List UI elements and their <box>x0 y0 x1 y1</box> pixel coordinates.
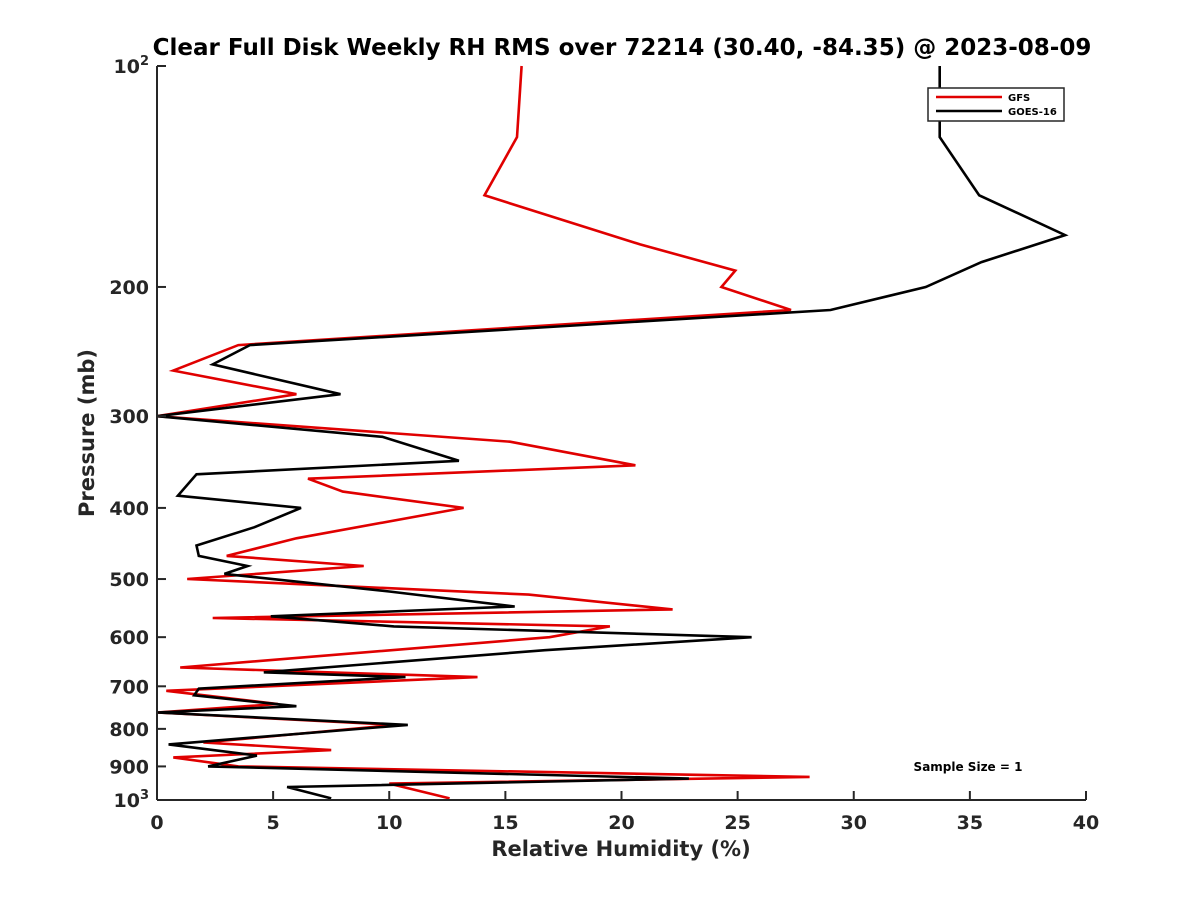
legend-label-goes16: GOES-16 <box>1008 107 1057 118</box>
y-tick-label: 200 <box>109 277 149 299</box>
series-lines <box>156 65 1069 800</box>
series-line-goes16 <box>156 66 1069 800</box>
series-line-gfs <box>156 65 810 800</box>
legend-label-gfs: GFS <box>1008 93 1030 104</box>
y-tick-label: 300 <box>109 406 149 428</box>
x-tick-label: 25 <box>724 812 750 834</box>
x-axis-label: Relative Humidity (%) <box>491 837 750 861</box>
y-tick-label: 500 <box>109 569 149 591</box>
x-tick-label: 30 <box>841 812 867 834</box>
y-tick-label: 600 <box>109 627 149 649</box>
x-tick-label: 35 <box>957 812 983 834</box>
y-axis-ticks: 102 200 300 400 500 600 700 800 900 103 <box>109 54 166 812</box>
x-tick-label: 0 <box>150 812 163 834</box>
y-tick-label: 700 <box>109 676 149 698</box>
legend-box <box>927 87 1065 122</box>
legend: GFS GOES-16 <box>927 87 1065 122</box>
y-tick-label: 103 <box>114 788 150 812</box>
x-tick-label: 15 <box>492 812 518 834</box>
y-tick-label: 800 <box>109 719 149 741</box>
x-axis-ticks: 0 5 10 15 20 25 30 35 40 <box>150 791 1099 834</box>
y-axis-label: Pressure (mb) <box>75 349 99 517</box>
x-tick-label: 5 <box>267 812 280 834</box>
chart-title: Clear Full Disk Weekly RH RMS over 72214… <box>153 35 1092 61</box>
y-tick-label: 102 <box>114 54 150 78</box>
x-tick-label: 20 <box>608 812 634 834</box>
sample-size-annotation: Sample Size = 1 <box>914 760 1023 774</box>
y-tick-label: 400 <box>109 498 149 520</box>
x-tick-label: 10 <box>376 812 402 834</box>
y-tick-label: 900 <box>109 756 149 778</box>
x-tick-label: 40 <box>1073 812 1099 834</box>
plot-area: Clear Full Disk Weekly RH RMS over 72214… <box>75 35 1099 861</box>
